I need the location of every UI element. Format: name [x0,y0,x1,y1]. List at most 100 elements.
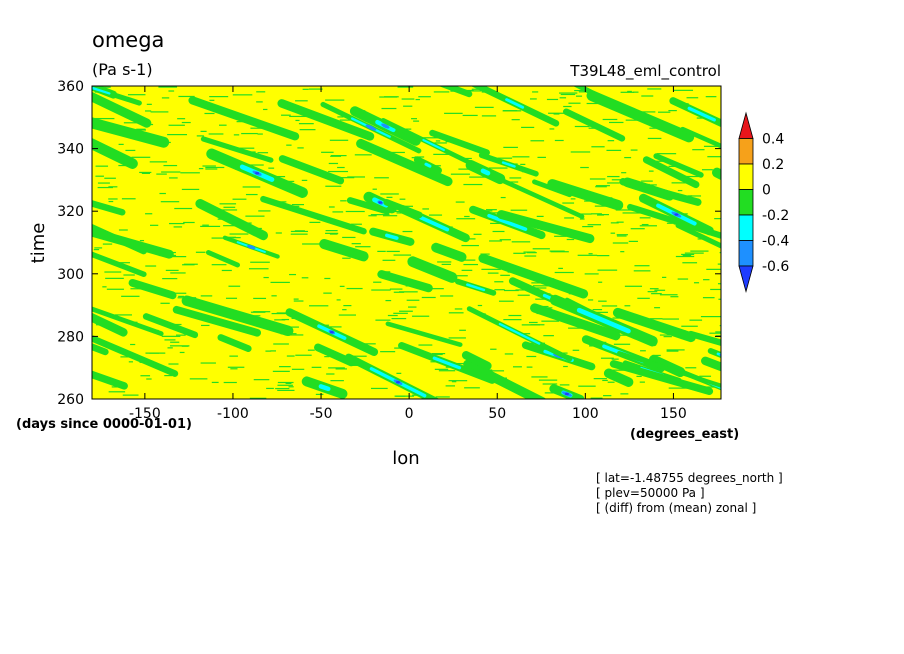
field-minimum [720,386,721,392]
field-dash [372,188,377,190]
field-dash [167,133,188,136]
field-dash [641,95,654,97]
field-dash [481,115,497,117]
field-dash [602,379,608,382]
field-dash [477,304,483,307]
y-tick-label: 340 [57,142,84,158]
field-dash [719,325,721,327]
field-dash [272,370,290,372]
field-dash [336,299,341,301]
field-dash [253,297,267,300]
field-dash [163,164,178,167]
field-dash [418,96,431,98]
field-dash [177,118,186,120]
field-streak [205,250,240,268]
field-dash [141,172,151,174]
field-dash [456,218,476,220]
field-streak-core [743,96,768,110]
field-dash [389,151,405,154]
field-dash [200,130,207,132]
field-dash [668,387,689,389]
field-dash [490,222,505,225]
field-dash [301,277,309,279]
field-streak [277,99,375,141]
colorbar-segment [738,138,754,165]
field-dash [503,319,522,321]
field-dash [560,93,576,96]
field-dash [375,319,391,321]
plot-frame [91,85,722,400]
field-streak [385,321,463,347]
field-dash [651,160,666,162]
field-streak-core [318,384,331,392]
field-dash [444,112,463,114]
field-dash [340,200,347,202]
field-dash [590,311,608,313]
field-dash [99,86,111,88]
field-dash [690,250,709,252]
field-dash [136,128,146,130]
field-dash [600,357,614,359]
field-dash [335,368,347,370]
field-dash [339,285,345,287]
field-dash [150,111,169,113]
field-dash [700,315,721,318]
field-dash [548,112,568,114]
field-dash [290,233,308,235]
field-dash [371,289,391,291]
field-dash [419,137,440,139]
field-dash [702,297,715,299]
field-dash [170,272,186,274]
field-dash [707,156,721,158]
field-dash [118,229,128,231]
field-dash [462,114,478,117]
x-tick-label: -50 [310,406,333,422]
field-dash [178,95,195,98]
field-dash [497,157,513,159]
field-dash [402,230,413,233]
field-dash [94,247,103,249]
field-dash [248,268,269,270]
field-dash [221,269,232,272]
field-dash [570,151,591,153]
field-dash [97,186,113,189]
field-minimum [741,84,749,90]
field-streak [92,299,164,337]
field-dash [393,254,412,256]
field-minimum-core [329,330,334,334]
field-dash [630,149,638,151]
field-streak [712,167,721,219]
field-dash [172,323,182,326]
field-dash [457,275,468,277]
field-dash [673,89,694,91]
colorbar-segment [738,189,754,216]
field-streak-core [505,98,525,109]
field-dash [666,222,673,224]
field-dash [595,186,607,188]
field-streak [727,87,784,120]
x-axis-label: lon [392,448,419,469]
field-dash [524,255,537,257]
field-dash [641,180,653,182]
chart-title: omega [92,28,164,52]
y-tick-label: 280 [57,329,84,345]
field-streak [92,193,126,216]
field-streak [407,256,458,283]
field-dash [568,102,581,104]
field-dash [612,317,622,319]
field-dash [437,261,452,263]
field-dash [345,210,365,213]
field-dash [329,233,338,235]
field-dash [538,379,558,381]
field-dash [93,249,100,251]
field-dash [183,221,195,224]
field-dash [268,167,275,169]
field-dash [328,162,339,165]
field-dash [651,293,662,295]
field-streak [461,351,492,371]
field-streak [128,278,177,300]
field-dash [575,213,592,215]
field-dash [362,343,376,345]
field-dash [389,288,403,290]
